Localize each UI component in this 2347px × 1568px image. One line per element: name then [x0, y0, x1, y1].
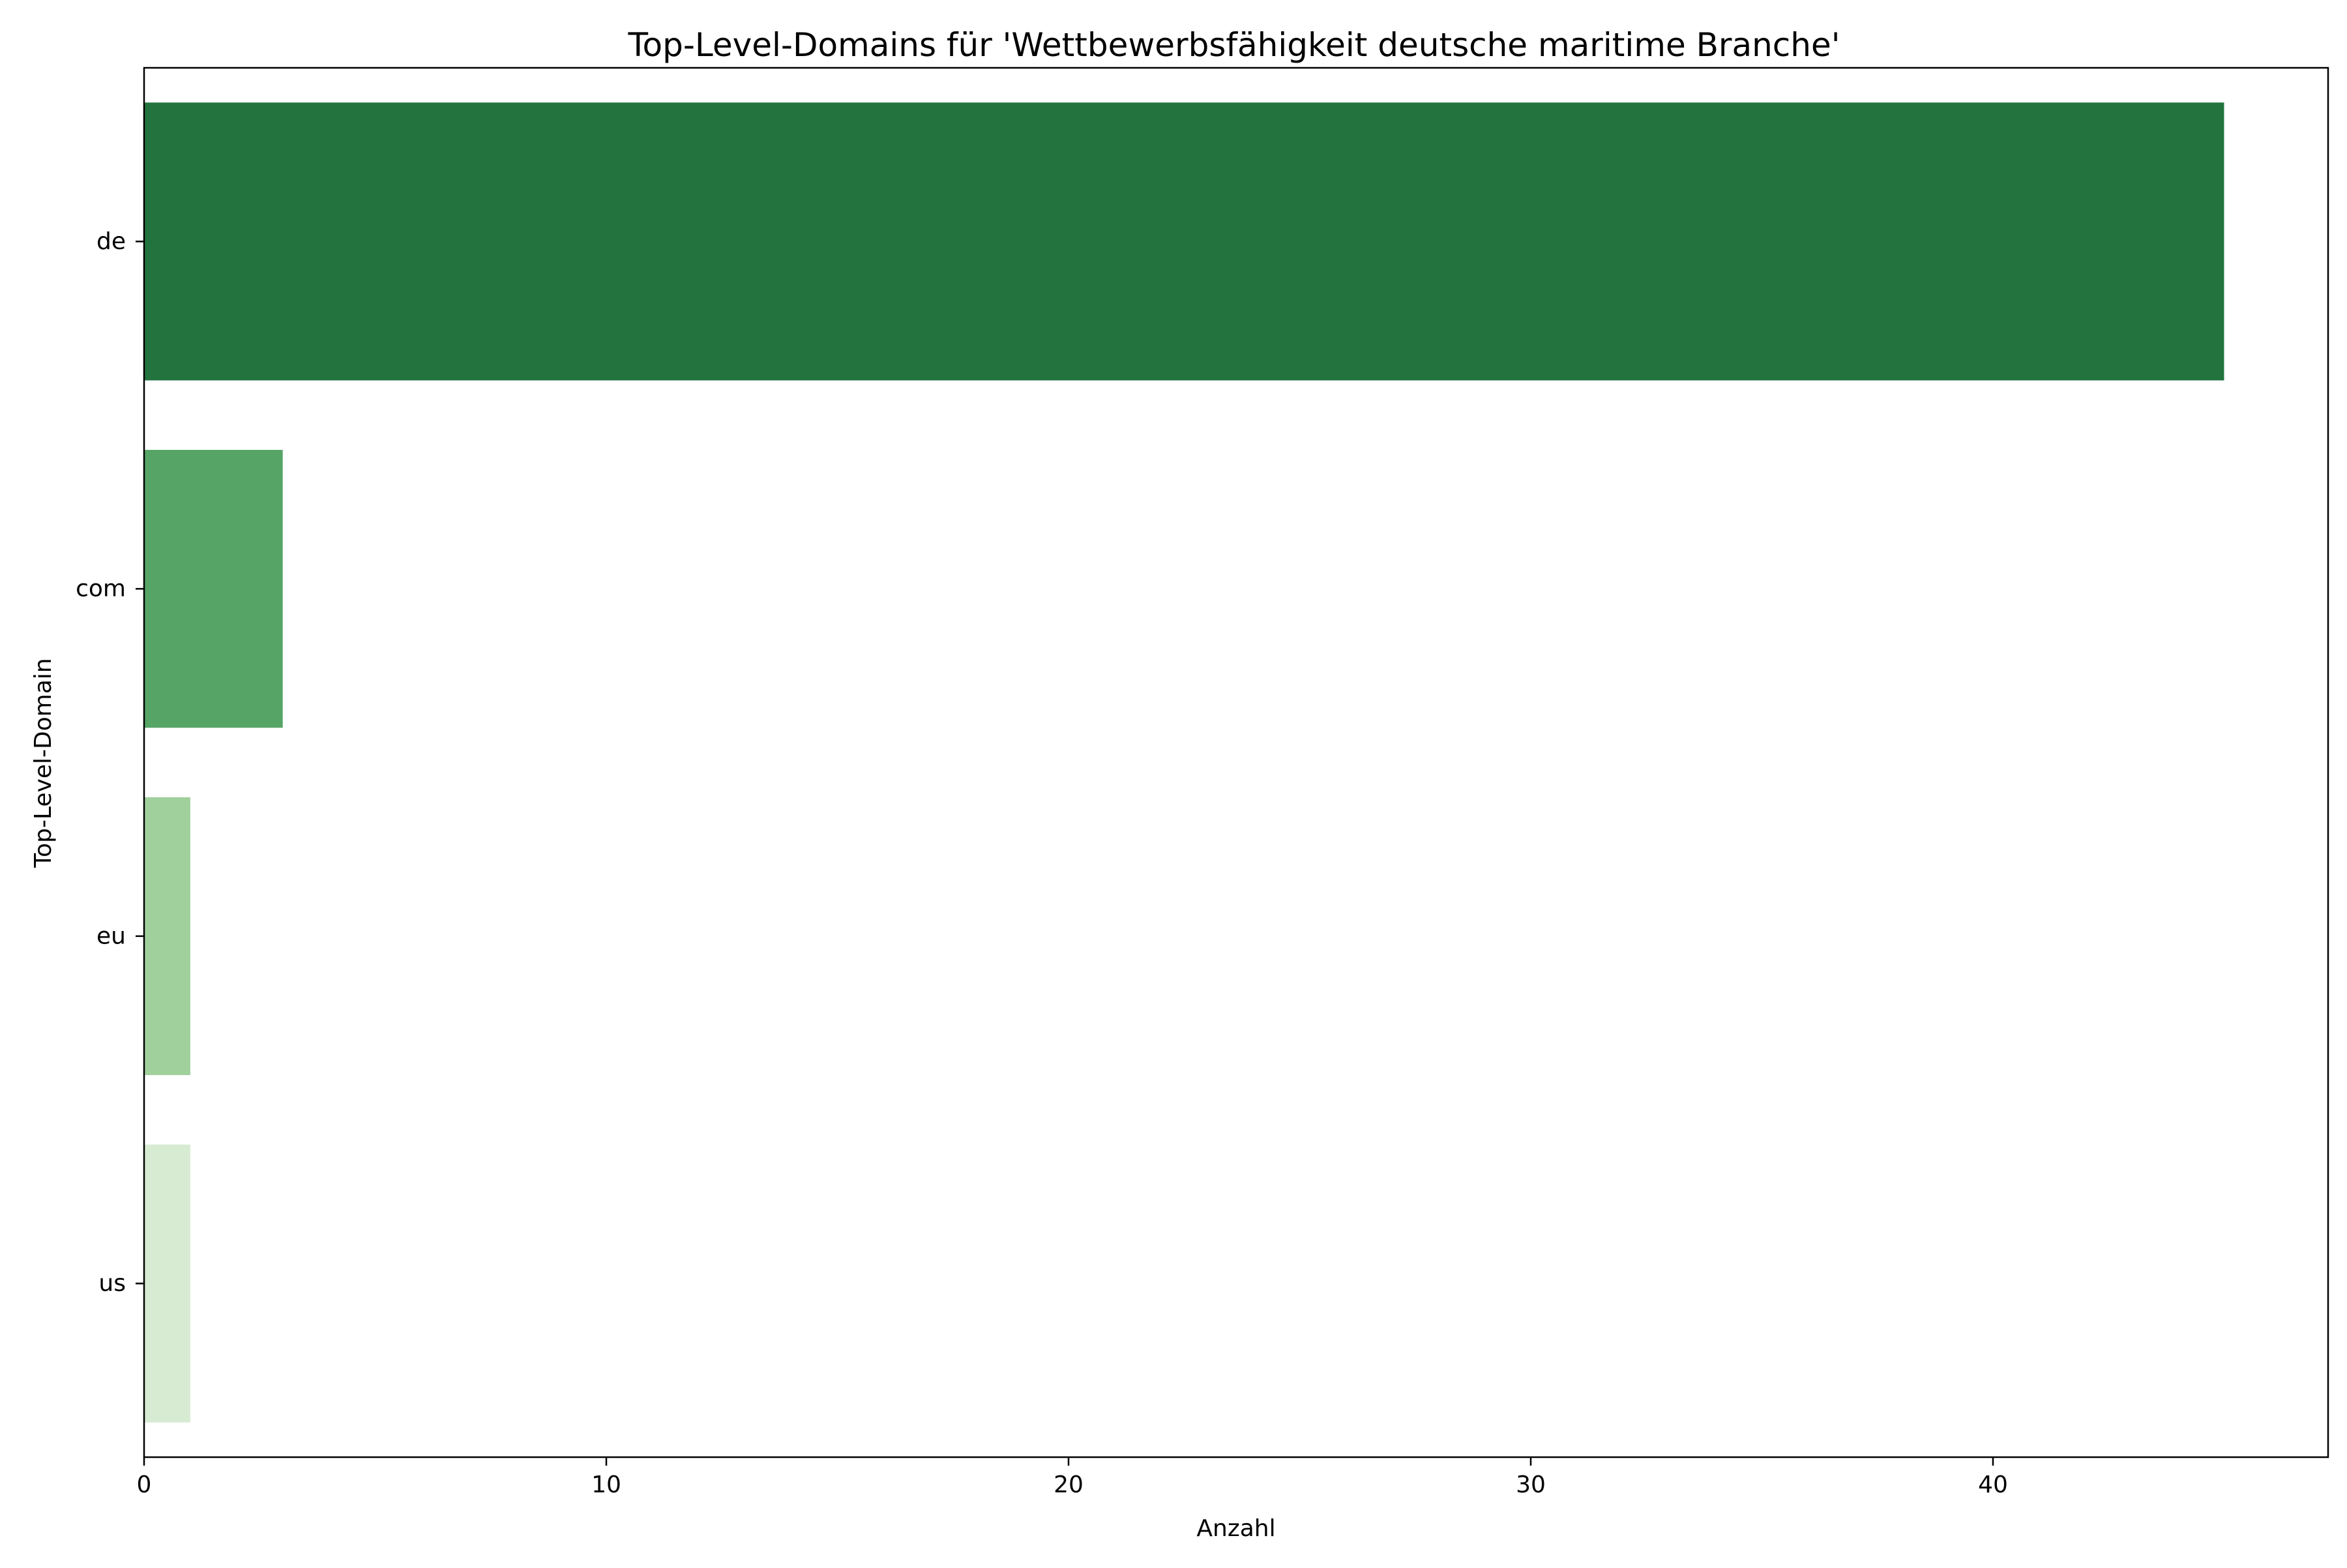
x-tick-label-30: 30 — [1516, 1472, 1546, 1498]
x-tick-label-40: 40 — [1978, 1472, 2008, 1498]
bar-us — [144, 1144, 190, 1423]
x-tick-label-0: 0 — [137, 1472, 152, 1498]
bar-de — [144, 102, 2224, 381]
bar-eu — [144, 797, 190, 1075]
y-tick-label-de: de — [96, 228, 126, 255]
y-tick-label-com: com — [76, 576, 126, 602]
chart-title: Top-Level-Domains für 'Wettbewerbsfähigk… — [628, 26, 1840, 64]
x-tick-label-20: 20 — [1054, 1472, 1084, 1498]
x-axis-label: Anzahl — [1196, 1515, 1275, 1542]
y-axis-ticks: de com eu us — [76, 228, 144, 1297]
y-tick-label-us: us — [98, 1270, 126, 1297]
bars-group — [144, 102, 2224, 1423]
x-axis-ticks: 0 10 20 30 40 — [137, 1457, 2008, 1498]
plot-frame — [143, 67, 2329, 1458]
y-axis-label: Top-Level-Domain — [30, 658, 57, 868]
y-tick-label-eu: eu — [96, 923, 126, 949]
bar-com — [144, 450, 283, 728]
x-tick-label-10: 10 — [591, 1472, 621, 1498]
